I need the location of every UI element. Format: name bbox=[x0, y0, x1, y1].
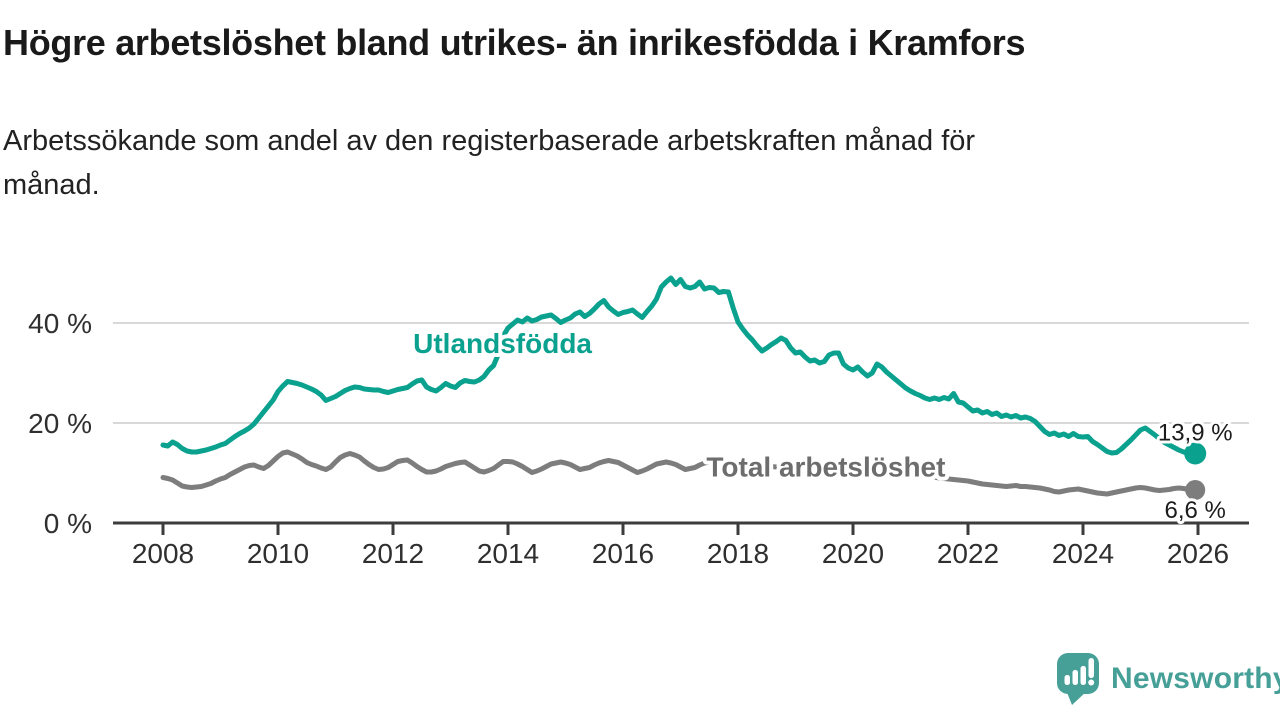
x-axis-tick-label: 2022 bbox=[937, 538, 999, 569]
chart-subtitle: Arbetssökande som andel av den registerb… bbox=[3, 125, 976, 201]
x-axis-tick-label: 2012 bbox=[362, 538, 424, 569]
brand-name: Newsworthy bbox=[1111, 662, 1280, 695]
newsworthy-logo-icon bbox=[1057, 653, 1099, 705]
brand-footer: Newsworthy bbox=[1055, 650, 1280, 708]
series-end-dot-total-arbetsloshet bbox=[1185, 480, 1206, 500]
x-axis-tick-label: 2010 bbox=[247, 538, 309, 569]
logo-bubble-tail bbox=[1066, 690, 1088, 705]
series-label-total-arbetsloshet: Total arbetslöshet bbox=[706, 452, 945, 483]
x-axis-tick-label: 2024 bbox=[1052, 538, 1114, 569]
x-axis-tick-label: 2026 bbox=[1167, 538, 1229, 569]
logo-exclamation-dot bbox=[1088, 679, 1095, 686]
x-axis-tick-label: 2018 bbox=[707, 538, 769, 569]
series-line-utlandsfodda bbox=[160, 275, 1196, 456]
series-end-dot-utlandsfodda bbox=[1184, 442, 1207, 465]
y-axis-tick-label: 20 % bbox=[28, 408, 92, 439]
x-axis-tick-label: 2014 bbox=[477, 538, 539, 569]
logo-exclamation-stem bbox=[1088, 658, 1094, 678]
series-line-total-arbetsloshet bbox=[160, 449, 1196, 497]
y-axis-tick-label: 0 % bbox=[44, 508, 92, 539]
logo-bar-2 bbox=[1072, 670, 1078, 685]
series-end-value-utlandsfodda: 13,9 % bbox=[1158, 420, 1233, 447]
x-axis-tick-label: 2020 bbox=[822, 538, 884, 569]
logo-bar-1 bbox=[1064, 675, 1070, 685]
x-axis-tick-label: 2016 bbox=[592, 538, 654, 569]
series-label-utlandsfodda: Utlandsfödda bbox=[413, 328, 592, 359]
logo-bar-3 bbox=[1080, 666, 1086, 685]
chart-title: Högre arbetslöshet bland utrikes- än inr… bbox=[3, 22, 1026, 63]
y-axis-tick-label: 40 % bbox=[28, 308, 92, 339]
series-end-value-total-arbetsloshet: 6,6 % bbox=[1165, 497, 1226, 524]
x-axis-tick-label: 2008 bbox=[132, 538, 194, 569]
